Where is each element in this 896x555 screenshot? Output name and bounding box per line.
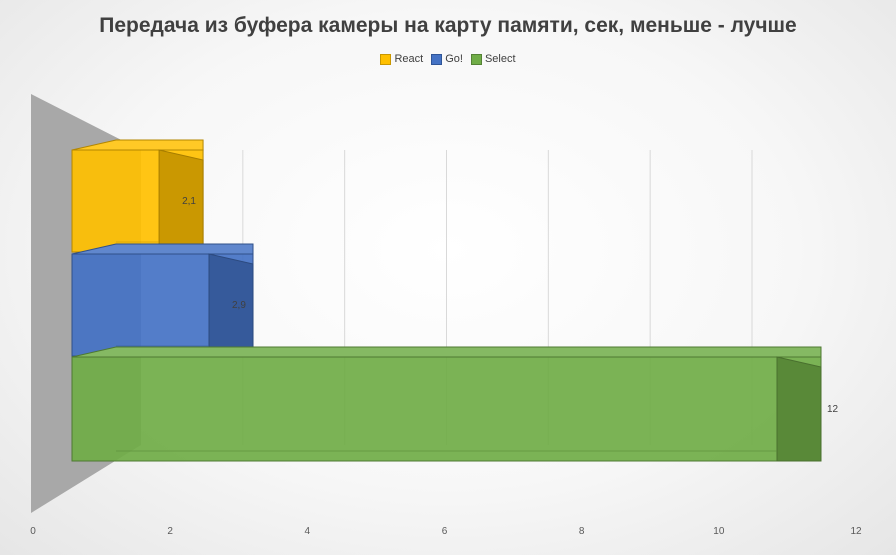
legend-label-go: Go! [445, 53, 463, 65]
bar-side-go [208, 253, 254, 357]
legend-swatch-go [431, 53, 443, 65]
bar-side-react [158, 149, 204, 253]
x-tick-label-4: 8 [579, 526, 585, 537]
legend-swatch-react [380, 53, 392, 65]
x-tick-label-2: 4 [305, 526, 311, 537]
bar-front-select [71, 356, 822, 462]
data-label-react: 2,1 [182, 196, 196, 207]
x-tick-label-5: 10 [713, 526, 725, 537]
x-tick-label-0: 0 [30, 526, 36, 537]
legend-item-select: Select [470, 53, 516, 65]
legend-label-select: Select [484, 53, 516, 65]
legend: React Go! Select [0, 53, 896, 65]
chart-title: Передача из буфера камеры на карту памят… [99, 14, 797, 37]
data-label-go: 2,9 [232, 300, 246, 311]
x-tick-label-1: 2 [167, 526, 173, 537]
data-label-select: 12 [827, 404, 839, 415]
legend-item-react: React [380, 53, 423, 65]
bar-top-go [71, 243, 254, 255]
legend-item-go: Go! [431, 53, 463, 65]
legend-swatch-select [470, 53, 482, 65]
x-tick-label-3: 6 [442, 526, 448, 537]
legend-label-react: React [394, 53, 424, 65]
x-tick-label-6: 12 [850, 526, 862, 537]
bar-top-select [71, 346, 822, 358]
bar-side-select [776, 356, 822, 462]
